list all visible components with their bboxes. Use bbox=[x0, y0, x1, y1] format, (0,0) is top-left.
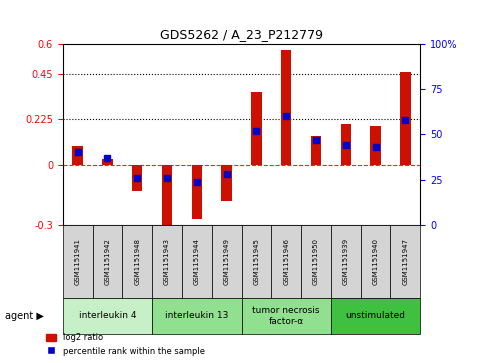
Text: GSM1151940: GSM1151940 bbox=[372, 238, 379, 285]
Bar bbox=[251, 92, 262, 164]
Text: agent ▶: agent ▶ bbox=[5, 311, 43, 321]
Bar bbox=[162, 164, 172, 241]
Text: GSM1151941: GSM1151941 bbox=[75, 238, 81, 285]
Bar bbox=[400, 72, 411, 164]
Text: GSM1151942: GSM1151942 bbox=[104, 238, 111, 285]
Text: GSM1151946: GSM1151946 bbox=[283, 238, 289, 285]
Bar bbox=[221, 164, 232, 201]
Text: interleukin 13: interleukin 13 bbox=[165, 311, 228, 320]
Text: tumor necrosis
factor-α: tumor necrosis factor-α bbox=[253, 306, 320, 326]
Text: GSM1151949: GSM1151949 bbox=[224, 238, 229, 285]
Text: unstimulated: unstimulated bbox=[345, 311, 406, 320]
Title: GDS5262 / A_23_P212779: GDS5262 / A_23_P212779 bbox=[160, 28, 323, 41]
Text: GSM1151945: GSM1151945 bbox=[254, 238, 259, 285]
Bar bbox=[132, 164, 142, 191]
Bar bbox=[370, 126, 381, 164]
Text: GSM1151944: GSM1151944 bbox=[194, 238, 200, 285]
Text: GSM1151950: GSM1151950 bbox=[313, 238, 319, 285]
Text: interleukin 4: interleukin 4 bbox=[79, 311, 136, 320]
Legend: log2 ratio, percentile rank within the sample: log2 ratio, percentile rank within the s… bbox=[43, 330, 208, 359]
Bar bbox=[192, 164, 202, 219]
Bar bbox=[341, 124, 351, 164]
Bar bbox=[281, 50, 291, 164]
Bar bbox=[102, 159, 113, 164]
Text: GSM1151939: GSM1151939 bbox=[343, 238, 349, 285]
Text: GSM1151947: GSM1151947 bbox=[402, 238, 408, 285]
Bar bbox=[311, 136, 321, 164]
Text: GSM1151948: GSM1151948 bbox=[134, 238, 140, 285]
Text: GSM1151943: GSM1151943 bbox=[164, 238, 170, 285]
Bar bbox=[72, 146, 83, 164]
